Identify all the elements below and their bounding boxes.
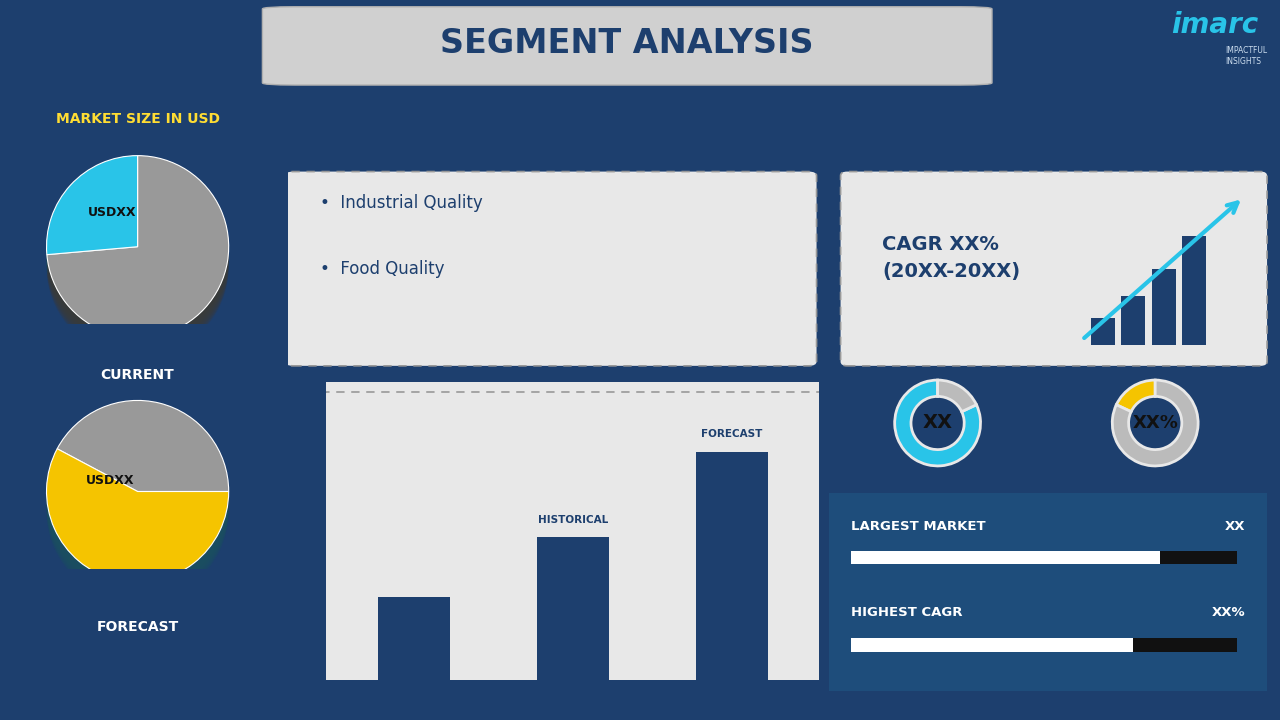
Wedge shape <box>47 169 229 351</box>
Text: XX%: XX% <box>1133 414 1178 432</box>
Wedge shape <box>58 419 229 510</box>
Bar <box>538 538 608 680</box>
Wedge shape <box>58 412 229 503</box>
Text: •  Industrial Quality: • Industrial Quality <box>320 194 483 212</box>
Wedge shape <box>47 156 229 338</box>
Text: SEGMENT ANALYSIS: SEGMENT ANALYSIS <box>440 27 814 60</box>
Wedge shape <box>46 157 138 256</box>
Bar <box>1133 638 1236 652</box>
Text: HIGHEST CAGR: HIGHEST CAGR <box>851 606 963 618</box>
Wedge shape <box>46 174 138 273</box>
Bar <box>1121 296 1146 346</box>
Text: CAGR XX%
(20XX-20XX): CAGR XX% (20XX-20XX) <box>882 235 1020 281</box>
Wedge shape <box>47 162 229 344</box>
Wedge shape <box>895 380 980 466</box>
Text: GROWTH RATE: GROWTH RATE <box>982 102 1130 120</box>
Wedge shape <box>1116 380 1156 412</box>
Wedge shape <box>58 402 229 493</box>
Wedge shape <box>46 161 138 260</box>
Wedge shape <box>58 400 229 492</box>
Wedge shape <box>58 415 229 507</box>
Wedge shape <box>58 405 229 497</box>
Text: •  Food Quality: • Food Quality <box>320 260 444 278</box>
Text: FORECAST: FORECAST <box>96 620 179 634</box>
Wedge shape <box>46 166 138 265</box>
Wedge shape <box>938 380 977 412</box>
Wedge shape <box>47 174 229 356</box>
Wedge shape <box>46 459 229 593</box>
Wedge shape <box>46 464 229 598</box>
Text: MARKET SIZE IN USD: MARKET SIZE IN USD <box>55 112 220 126</box>
Text: CURRENT: CURRENT <box>101 368 174 382</box>
Wedge shape <box>1112 380 1198 466</box>
Bar <box>851 638 1133 652</box>
Text: USDXX: USDXX <box>88 206 137 219</box>
Bar <box>378 598 449 680</box>
Text: HISTORICAL: HISTORICAL <box>538 515 608 524</box>
Wedge shape <box>46 462 229 596</box>
Wedge shape <box>58 417 229 508</box>
Bar <box>1091 318 1115 346</box>
Wedge shape <box>46 469 229 603</box>
Wedge shape <box>46 164 138 263</box>
Text: XX: XX <box>1225 521 1245 534</box>
Wedge shape <box>46 457 229 591</box>
Wedge shape <box>58 407 229 498</box>
Wedge shape <box>46 454 229 588</box>
Wedge shape <box>46 449 229 582</box>
FancyBboxPatch shape <box>262 6 992 85</box>
Text: IMPACTFUL
INSIGHTS: IMPACTFUL INSIGHTS <box>1225 46 1267 66</box>
Wedge shape <box>47 171 229 353</box>
Wedge shape <box>46 465 229 599</box>
Wedge shape <box>46 456 229 589</box>
Text: FORECAST: FORECAST <box>701 429 763 438</box>
Bar <box>696 451 768 680</box>
Wedge shape <box>46 460 229 594</box>
Wedge shape <box>58 414 229 505</box>
Wedge shape <box>58 409 229 500</box>
Bar <box>851 551 1160 564</box>
Wedge shape <box>47 164 229 346</box>
Wedge shape <box>47 167 229 349</box>
Wedge shape <box>46 167 138 266</box>
Wedge shape <box>46 171 138 270</box>
Text: LARGEST MARKET: LARGEST MARKET <box>851 521 986 534</box>
Wedge shape <box>46 451 229 584</box>
Wedge shape <box>46 172 138 271</box>
Text: XX%: XX% <box>1212 606 1245 618</box>
Text: USDXX: USDXX <box>86 474 134 487</box>
FancyBboxPatch shape <box>820 490 1276 696</box>
Wedge shape <box>58 404 229 495</box>
Wedge shape <box>47 157 229 339</box>
Bar <box>1183 236 1206 346</box>
Text: BREAKUP BY TYPES: BREAKUP BY TYPES <box>298 102 495 120</box>
Wedge shape <box>46 169 138 268</box>
Wedge shape <box>47 172 229 354</box>
FancyBboxPatch shape <box>841 171 1267 366</box>
Bar <box>1152 269 1176 346</box>
Wedge shape <box>46 176 138 275</box>
Wedge shape <box>47 166 229 348</box>
Wedge shape <box>46 159 138 258</box>
Wedge shape <box>58 420 229 511</box>
Wedge shape <box>47 159 229 341</box>
Wedge shape <box>46 156 138 255</box>
Bar <box>1160 551 1236 564</box>
Wedge shape <box>46 452 229 586</box>
Wedge shape <box>47 176 229 358</box>
FancyBboxPatch shape <box>285 171 817 366</box>
Text: imarc: imarc <box>1171 12 1258 39</box>
Wedge shape <box>47 161 229 343</box>
Wedge shape <box>46 467 229 601</box>
Wedge shape <box>46 162 138 261</box>
Wedge shape <box>58 410 229 502</box>
Text: XX: XX <box>923 413 952 433</box>
